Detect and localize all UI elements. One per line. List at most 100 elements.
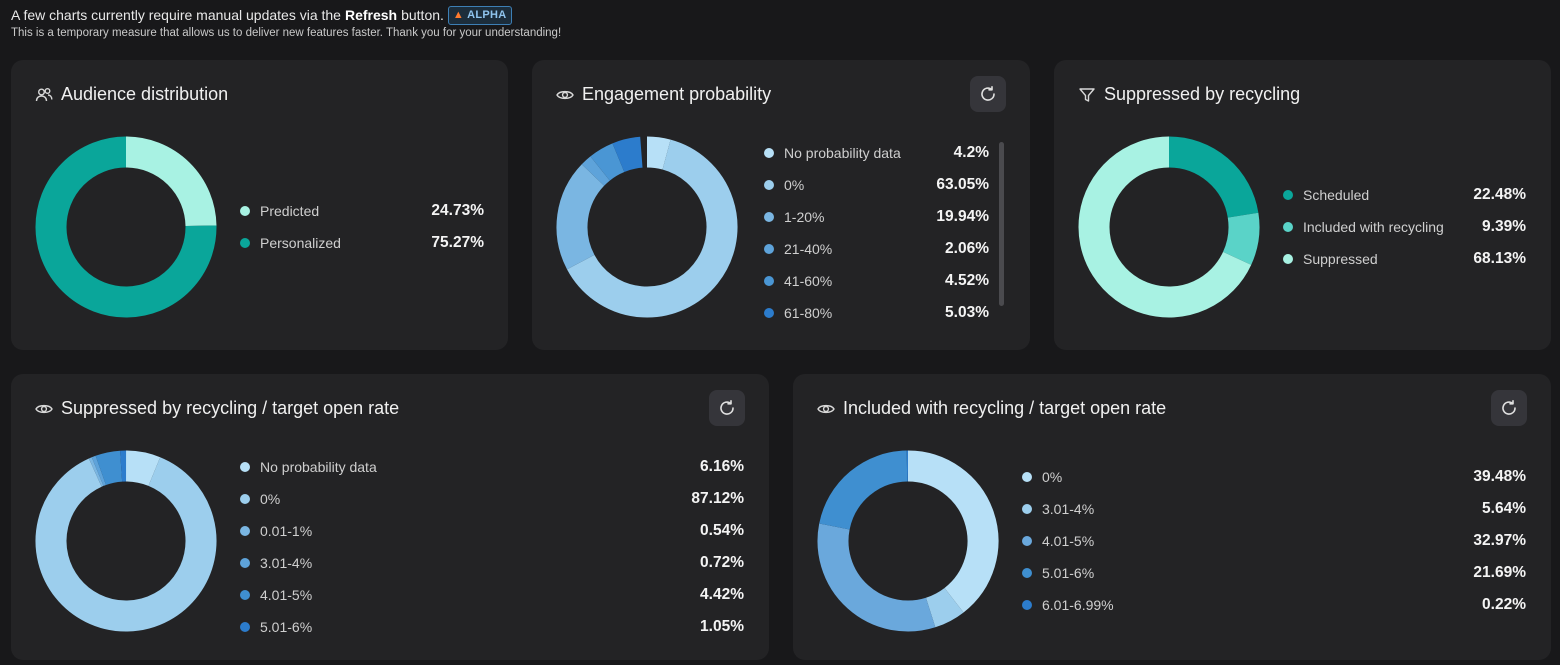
legend-item[interactable]: 6.01-6.99% 0.22% — [1022, 595, 1526, 615]
donut-chart — [817, 450, 999, 632]
donut-slice[interactable] — [590, 143, 625, 181]
legend-swatch — [1022, 504, 1032, 514]
donut-slice[interactable] — [817, 523, 936, 632]
legend-label: 41-60% — [784, 273, 833, 289]
donut-slice[interactable] — [567, 139, 738, 318]
refresh-button[interactable] — [709, 390, 745, 426]
legend-item[interactable]: 1-20% 19.94% — [764, 207, 989, 227]
donut-slice[interactable] — [925, 587, 964, 628]
legend-swatch — [240, 558, 250, 568]
card-title: Audience distribution — [35, 84, 228, 105]
legend-swatch — [1022, 472, 1032, 482]
legend-value: 9.39% — [1482, 218, 1526, 235]
legend-swatch — [240, 526, 250, 536]
legend-label: 0% — [784, 177, 805, 193]
legend-item[interactable]: 61-80% 5.03% — [764, 303, 989, 323]
donut-slice[interactable] — [91, 455, 107, 486]
banner-text-after: button. — [401, 7, 444, 23]
refresh-icon — [1502, 400, 1516, 415]
legend-swatch — [1283, 254, 1293, 264]
legend-value: 2.06% — [945, 240, 989, 257]
legend-value: 22.48% — [1473, 186, 1526, 203]
legend-swatch — [1022, 600, 1032, 610]
legend-scrollbar[interactable] — [999, 142, 1004, 306]
donut-slice[interactable] — [125, 450, 161, 487]
legend-item[interactable]: 5.01-6% 21.69% — [1022, 563, 1526, 583]
donut-slice[interactable] — [612, 136, 644, 173]
donut-slice[interactable] — [35, 136, 217, 318]
legend-value: 4.52% — [945, 272, 989, 289]
donut-slice[interactable] — [819, 450, 908, 531]
legend-item[interactable]: No probability data 6.16% — [240, 457, 744, 477]
legend-swatch — [240, 206, 250, 216]
legend-item[interactable]: Suppressed 68.13% — [1283, 249, 1526, 269]
card-title-text: Included with recycling / target open ra… — [843, 398, 1167, 418]
legend-value: 4.2% — [953, 144, 989, 161]
refresh-button[interactable] — [1491, 390, 1527, 426]
banner-text-before: A few charts currently require manual up… — [11, 7, 341, 23]
donut-chart — [556, 136, 738, 318]
legend-item[interactable]: 0% 63.05% — [764, 175, 989, 195]
legend-label: 6.01-6.99% — [1042, 597, 1114, 613]
donut-slice[interactable] — [1168, 136, 1259, 219]
legend-label: Personalized — [260, 235, 341, 251]
legend-value: 39.48% — [1473, 468, 1526, 485]
card-title-text: Engagement probability — [582, 84, 772, 104]
legend-label: Scheduled — [1303, 187, 1370, 203]
donut-slice[interactable] — [88, 457, 104, 487]
donut-slice[interactable] — [556, 164, 605, 270]
legend-item[interactable]: 4.01-5% 4.42% — [240, 585, 744, 605]
donut-slice[interactable] — [125, 136, 217, 227]
legend-item[interactable]: 3.01-4% 5.64% — [1022, 499, 1526, 519]
card-engagement-probability: Engagement probability No probability da… — [532, 60, 1030, 350]
legend-swatch — [764, 276, 774, 286]
card-title-text: Audience distribution — [61, 84, 229, 104]
card-title-text: Suppressed by recycling — [1104, 84, 1301, 104]
refresh-button[interactable] — [970, 76, 1006, 112]
legend-value: 5.03% — [945, 304, 989, 321]
legend-item[interactable]: Scheduled 22.48% — [1283, 185, 1526, 205]
legend-item[interactable]: 41-60% 4.52% — [764, 271, 989, 291]
legend-label: Predicted — [260, 203, 320, 219]
legend-item[interactable]: 0% 39.48% — [1022, 467, 1526, 487]
donut-slice[interactable] — [907, 450, 999, 613]
card-title: Suppressed by recycling / target open ra… — [35, 398, 399, 419]
legend-item[interactable]: 5.01-6% 1.05% — [240, 617, 744, 637]
legend-label: 21-40% — [784, 241, 833, 257]
refresh-icon — [720, 400, 734, 415]
legend-item[interactable]: 3.01-4% 0.72% — [240, 553, 744, 573]
legend-item[interactable]: Personalized 75.27% — [240, 233, 484, 253]
filter-icon — [1079, 87, 1095, 102]
legend-swatch — [240, 622, 250, 632]
donut-slice[interactable] — [581, 156, 610, 186]
legend-value: 4.42% — [700, 586, 744, 603]
donut-chart — [1078, 136, 1260, 318]
legend-value: 0.72% — [700, 554, 744, 571]
legend-item[interactable]: 4.01-5% 32.97% — [1022, 531, 1526, 551]
legend-value: 1.05% — [700, 618, 744, 635]
banner-refresh-word: Refresh — [344, 7, 398, 23]
donut-slice[interactable] — [646, 136, 671, 170]
donut-slice[interactable] — [95, 450, 123, 486]
legend-item[interactable]: No probability data 4.2% — [764, 143, 989, 163]
donut-slice[interactable] — [35, 457, 217, 632]
legend-item[interactable]: Predicted 24.73% — [240, 201, 484, 221]
legend-item[interactable]: 0% 87.12% — [240, 489, 744, 509]
legend-label: 5.01-6% — [260, 619, 313, 635]
donut-slice[interactable] — [1222, 212, 1260, 265]
legend-label: 5.01-6% — [1042, 565, 1095, 581]
banner-headline: A few charts currently require manual up… — [11, 5, 561, 25]
legend-item[interactable]: 21-40% 2.06% — [764, 239, 989, 259]
legend-swatch — [764, 308, 774, 318]
legend-item[interactable]: 0.01-1% 0.54% — [240, 521, 744, 541]
card-audience-distribution: Audience distribution Predicted 24.73% Per… — [11, 60, 508, 350]
legend-swatch — [240, 238, 250, 248]
legend-value: 32.97% — [1473, 532, 1526, 549]
eye-icon — [817, 404, 835, 413]
legend-label: 0.01-1% — [260, 523, 313, 539]
card-included-target-open-rate: Included with recycling / target open ra… — [793, 374, 1551, 660]
donut-slice[interactable] — [1078, 136, 1252, 318]
legend-item[interactable]: Included with recycling 9.39% — [1283, 217, 1526, 237]
users-icon — [35, 87, 53, 101]
alpha-badge: ▲ ALPHA — [447, 5, 512, 25]
